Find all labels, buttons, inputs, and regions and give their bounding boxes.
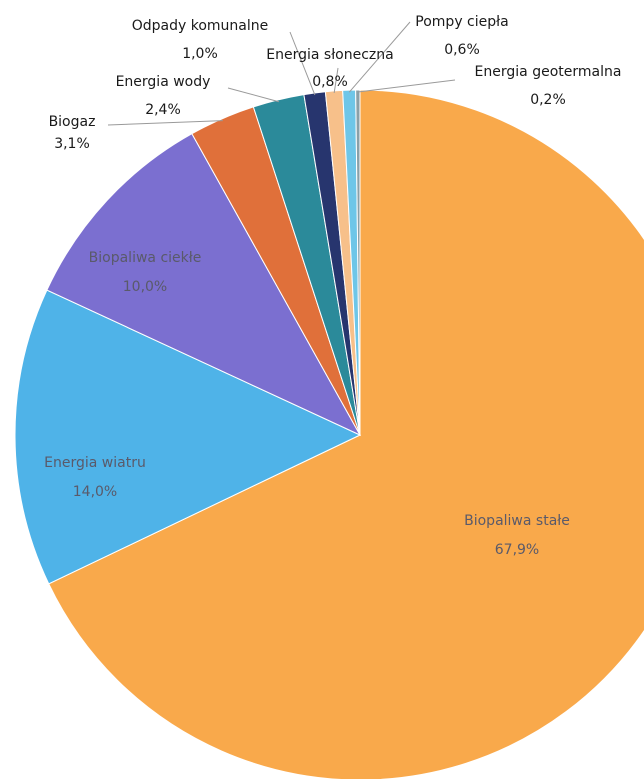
pie-slice: [355, 89, 361, 436]
leader-line: [333, 67, 339, 94]
slice-label: Pompy ciepła: [415, 14, 508, 30]
slice-label: Energia geotermalna: [475, 64, 622, 80]
leader-line: [107, 120, 223, 126]
leader-line: [357, 79, 456, 93]
slice-label: Biopaliwa ciekłe: [89, 250, 202, 266]
slice-label: Energia wiatru: [44, 455, 146, 471]
leader-line: [289, 31, 316, 96]
slice-label: Energia wody: [116, 74, 211, 90]
slice-value-label: 10,0%: [123, 279, 167, 295]
slice-value-label: 2,4%: [145, 102, 181, 118]
slice-value-label: 0,2%: [530, 92, 566, 108]
slice-value-label: 0,8%: [312, 74, 348, 90]
slice-value-label: 0,6%: [444, 42, 480, 58]
slice-label: Odpady komunalne: [132, 18, 269, 34]
leader-line: [227, 87, 280, 103]
slice-value-label: 3,1%: [54, 136, 90, 152]
slice-label: Energia słoneczna: [266, 47, 393, 63]
pie-slice: [14, 289, 362, 585]
slice-value-label: 1,0%: [182, 46, 218, 62]
pie-slice: [46, 133, 362, 437]
slice-label: Biopaliwa stałe: [464, 513, 570, 529]
pie-slice: [48, 89, 644, 779]
slice-value-label: 14,0%: [73, 484, 117, 500]
leader-line: [348, 21, 411, 93]
slice-label: Biogaz: [49, 114, 96, 130]
slice-value-label: 67,9%: [495, 542, 539, 558]
